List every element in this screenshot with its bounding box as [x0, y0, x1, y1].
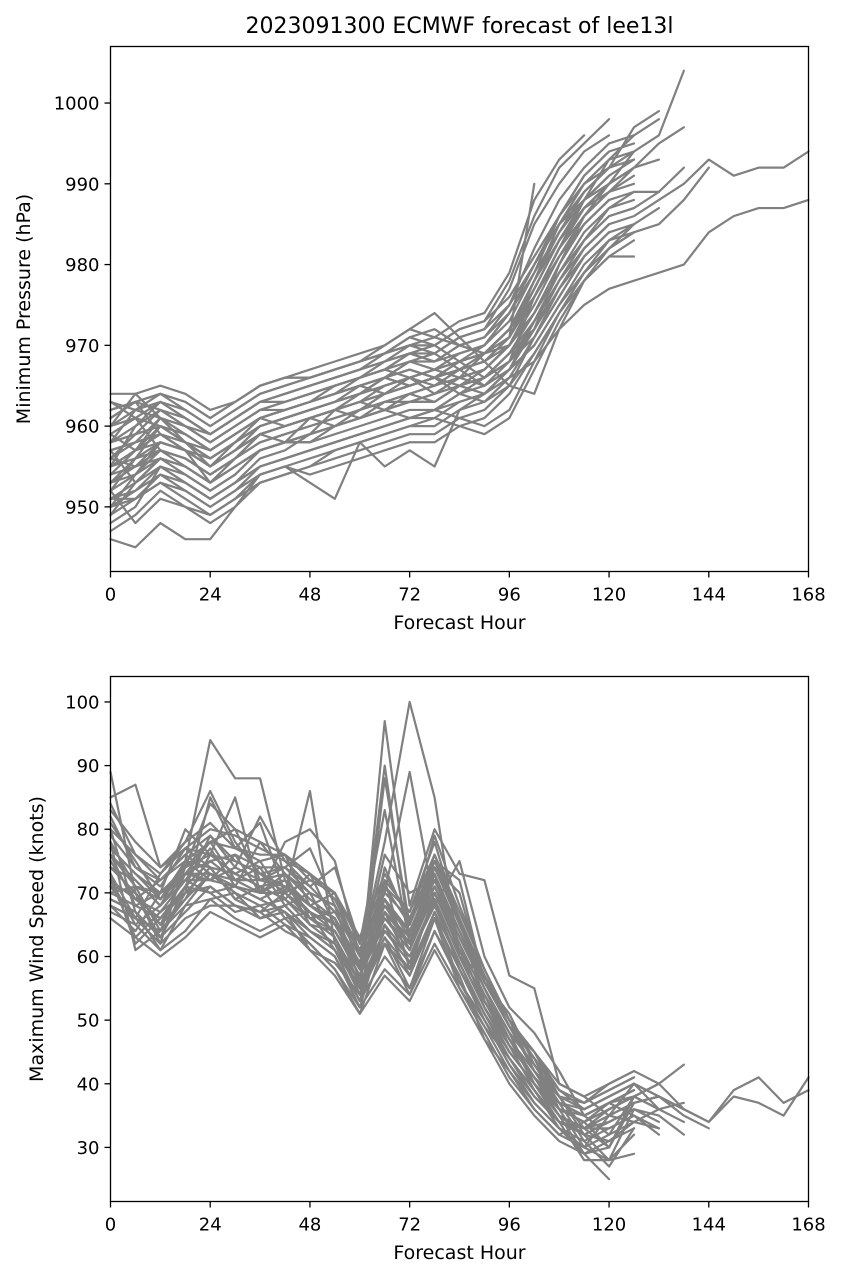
wind-series-line-33: [109, 879, 636, 1130]
chart-title: 2023091300 ECMWF forecast of lee13l: [245, 14, 673, 39]
wind-y-tick-label: 90: [77, 756, 100, 777]
wind-series-lines: [109, 700, 810, 1181]
pressure-series-line-41: [109, 206, 636, 460]
wind-axes-frame: [109, 675, 810, 1203]
wind-series-line-36: [109, 809, 661, 1098]
wind-x-tick-label: 48: [298, 1215, 321, 1236]
wind-series-line-30: [109, 866, 636, 1124]
wind-x-axis-label: Forecast Hour: [393, 1242, 525, 1264]
pressure-series-line-45: [109, 239, 636, 508]
pressure-panel: 0 24 48 72 96 120 144 168 950 960 970 980 990 1000 Fo…: [13, 45, 826, 634]
pressure-series-line-38: [109, 190, 611, 460]
pressure-y-tick-label: 1000: [54, 94, 100, 115]
wind-y-tick-label: 40: [77, 1074, 100, 1095]
wind-series-line-32: [109, 828, 636, 1111]
pressure-series-line-31: [109, 198, 611, 517]
wind-x-tick-label: 168: [791, 1215, 825, 1236]
wind-series-line-34: [109, 904, 661, 1136]
wind-x-tick-label: 96: [498, 1215, 521, 1236]
pressure-series-line-9: [109, 134, 586, 412]
pressure-series-line-39: [109, 198, 636, 468]
pressure-x-tick-label: 24: [199, 585, 222, 606]
wind-x-tick-label: 72: [398, 1215, 421, 1236]
wind-y-tick-label: 30: [77, 1138, 100, 1159]
wind-x-tick-label: 0: [105, 1215, 116, 1236]
wind-y-tick-label: 50: [77, 1011, 100, 1032]
pressure-series-line-24: [109, 190, 636, 492]
wind-y-tick-label: 80: [77, 820, 100, 841]
pressure-x-axis-label: Forecast Hour: [393, 612, 525, 634]
wind-series-line-29: [109, 910, 636, 1155]
pressure-y-tick-label: 990: [65, 174, 99, 195]
wind-y-tick-label: 60: [77, 947, 100, 968]
wind-y-tick-label: 70: [77, 883, 100, 904]
pressure-x-tick-label: 168: [791, 585, 825, 606]
wind-x-tick-label: 24: [199, 1215, 222, 1236]
pressure-y-tick-label: 980: [65, 255, 99, 276]
pressure-x-tick-label: 48: [298, 585, 321, 606]
wind-panel: 0 24 48 72 96 120 144 168 30 40 50 60 70 80 90 100 Fore…: [26, 675, 826, 1264]
pressure-series-line-43: [109, 166, 636, 420]
wind-y-tick-label: 100: [65, 692, 99, 713]
pressure-x-tick-label: 72: [398, 585, 421, 606]
wind-series-line-25: [109, 802, 636, 1104]
pressure-series-line-44: [109, 231, 636, 500]
wind-x-tick-label: 120: [592, 1215, 626, 1236]
wind-series-line-27: [109, 885, 636, 1143]
pressure-series-line-42: [109, 231, 611, 468]
pressure-series-line-36: [109, 223, 636, 444]
wind-y-axis-label: Maximum Wind Speed (knots): [26, 796, 48, 1082]
wind-series-line-23: [109, 840, 636, 1117]
wind-ticks: 0 24 48 72 96 120 144 168 30 40 50 60 70 80 90 100: [65, 692, 826, 1235]
pressure-ticks: 0 24 48 72 96 120 144 168 950 960 970 980 990 1000: [54, 94, 826, 606]
pressure-y-tick-label: 960: [65, 417, 99, 438]
wind-series-line-35: [109, 853, 636, 1117]
pressure-x-tick-label: 144: [692, 585, 726, 606]
pressure-x-tick-label: 96: [498, 585, 521, 606]
pressure-series-line-30: [109, 182, 636, 508]
pressure-y-tick-label: 950: [65, 497, 99, 518]
pressure-axes-frame: [109, 45, 810, 573]
pressure-y-tick-label: 970: [65, 336, 99, 357]
pressure-series-lines: [109, 69, 810, 549]
pressure-x-tick-label: 120: [592, 585, 626, 606]
wind-x-tick-label: 144: [692, 1215, 726, 1236]
pressure-x-tick-label: 0: [105, 585, 116, 606]
pressure-series-line-25: [109, 223, 636, 525]
pressure-y-axis-label: Minimum Pressure (hPa): [13, 194, 35, 424]
wind-series-line-16: [109, 866, 636, 1117]
